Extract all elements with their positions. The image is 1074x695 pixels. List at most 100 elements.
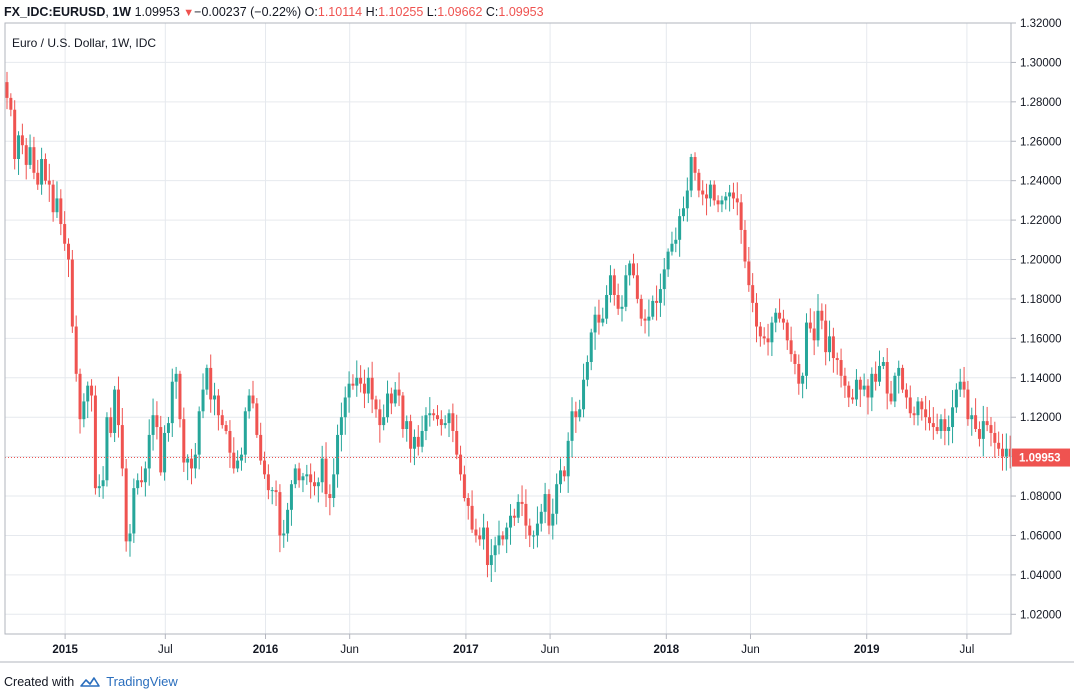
candle-body xyxy=(182,419,186,463)
candle xyxy=(570,397,574,458)
candle xyxy=(459,445,463,481)
interval-label[interactable]: 1W xyxy=(112,5,132,19)
candle-body xyxy=(778,312,782,319)
candle xyxy=(528,518,532,548)
candle xyxy=(163,425,167,481)
candle-body xyxy=(789,340,793,355)
candle-body xyxy=(578,409,582,418)
tradingview-brand[interactable]: TradingView xyxy=(106,674,178,689)
candle xyxy=(482,513,486,550)
candle xyxy=(747,246,751,292)
candle xyxy=(981,405,985,457)
candle xyxy=(551,498,555,540)
price-tick-label: 1.02000 xyxy=(1020,609,1062,621)
candle-body xyxy=(951,407,955,428)
candle-body xyxy=(858,379,862,390)
candle xyxy=(866,379,870,415)
candle-body xyxy=(478,535,482,540)
candle xyxy=(904,383,908,409)
candle-body xyxy=(781,318,785,323)
candle-body xyxy=(862,385,866,390)
candle xyxy=(78,368,82,434)
price-tick-label: 1.24000 xyxy=(1020,176,1062,188)
candle xyxy=(328,484,332,516)
candle-body xyxy=(847,385,851,398)
candle xyxy=(243,407,247,463)
candle xyxy=(428,397,432,427)
candle-body xyxy=(159,427,163,473)
price-chart[interactable]: 1.020001.040001.060001.080001.100001.120… xyxy=(0,0,1074,670)
candle-body xyxy=(101,480,105,487)
candle-body xyxy=(724,196,728,201)
candle-body xyxy=(551,513,555,526)
candle xyxy=(658,273,662,317)
candle-body xyxy=(278,492,282,536)
candle-body xyxy=(893,375,897,402)
candle xyxy=(386,380,390,423)
candle-body xyxy=(820,310,824,321)
candle-body xyxy=(958,381,962,390)
candle-body xyxy=(259,434,263,461)
candle-body xyxy=(712,184,716,201)
candle-body xyxy=(20,135,24,146)
candle xyxy=(186,454,190,481)
candle xyxy=(416,425,420,456)
candle-body xyxy=(612,275,616,295)
price-tick-label: 1.28000 xyxy=(1020,97,1062,109)
candle xyxy=(635,263,639,304)
price-tick-label: 1.14000 xyxy=(1020,373,1062,385)
candle-body xyxy=(812,328,816,341)
price-axis[interactable]: 1.020001.040001.060001.080001.100001.120… xyxy=(1011,18,1062,621)
candle-body xyxy=(163,432,167,473)
candle xyxy=(255,398,259,438)
candle xyxy=(509,504,513,545)
candle-body xyxy=(989,425,993,433)
candle-body xyxy=(885,362,889,394)
candle xyxy=(59,189,63,236)
candle-body xyxy=(539,511,543,524)
candle xyxy=(197,406,201,470)
candle xyxy=(470,490,474,533)
price-tick-label: 1.18000 xyxy=(1020,294,1062,306)
candle xyxy=(247,389,251,419)
candle xyxy=(324,442,328,508)
candle-body xyxy=(801,375,805,384)
candle-body xyxy=(912,413,916,416)
candle-body xyxy=(409,421,413,449)
time-axis[interactable]: 2015 Jul 2016 Jun 2017 Jun 2018 Jun 2019 Jul xyxy=(52,634,974,656)
candle-body xyxy=(328,494,332,499)
candle xyxy=(801,372,805,399)
symbol-label[interactable]: FX_IDC:EURUSD xyxy=(4,5,106,19)
candle xyxy=(839,348,843,388)
price-tick-label: 1.16000 xyxy=(1020,333,1062,345)
candle-body xyxy=(447,413,451,424)
time-tick-label: 2018 xyxy=(654,644,680,656)
candle-body xyxy=(355,377,359,386)
candle xyxy=(985,406,989,432)
candle-body xyxy=(140,480,144,483)
candle-body xyxy=(232,452,236,469)
candle xyxy=(808,308,812,333)
candle xyxy=(378,399,382,443)
candle xyxy=(858,376,862,408)
candle xyxy=(835,352,839,375)
candle-body xyxy=(40,158,44,185)
candle xyxy=(9,93,13,117)
candle xyxy=(524,489,528,540)
candle xyxy=(854,369,858,406)
candle-body xyxy=(797,363,801,384)
candle xyxy=(897,360,901,394)
candle xyxy=(705,183,709,216)
candle xyxy=(305,464,309,485)
candle-body xyxy=(320,458,324,483)
candle xyxy=(870,367,874,412)
candle-body xyxy=(78,373,82,420)
candle-body xyxy=(881,362,885,366)
candle-body xyxy=(685,190,689,209)
candle xyxy=(655,285,659,321)
candle-body xyxy=(382,417,386,426)
candle-body xyxy=(455,430,459,455)
candle xyxy=(739,194,743,244)
tradingview-logo-icon[interactable] xyxy=(80,676,100,688)
candle xyxy=(582,363,586,418)
